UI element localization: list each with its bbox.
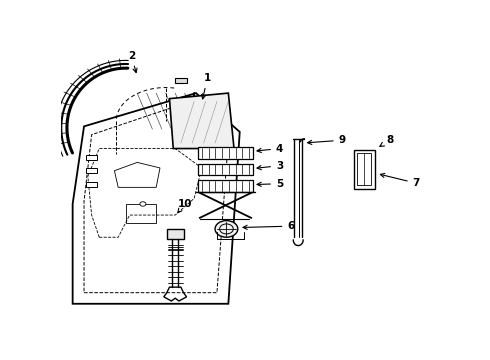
Text: 1: 1 bbox=[201, 73, 211, 99]
Text: 5: 5 bbox=[257, 179, 283, 189]
Polygon shape bbox=[170, 93, 234, 149]
Circle shape bbox=[215, 221, 238, 237]
Text: 8: 8 bbox=[380, 135, 393, 147]
FancyBboxPatch shape bbox=[86, 183, 97, 187]
Polygon shape bbox=[198, 147, 253, 158]
Text: 4: 4 bbox=[257, 144, 283, 153]
Text: 3: 3 bbox=[257, 161, 283, 171]
Circle shape bbox=[140, 202, 146, 206]
Text: 7: 7 bbox=[380, 174, 420, 188]
Text: 10: 10 bbox=[177, 199, 192, 213]
Text: 6: 6 bbox=[243, 221, 294, 231]
FancyBboxPatch shape bbox=[86, 168, 97, 174]
Text: 9: 9 bbox=[308, 135, 346, 145]
Polygon shape bbox=[167, 229, 184, 239]
Polygon shape bbox=[198, 163, 253, 175]
Polygon shape bbox=[175, 78, 187, 84]
FancyBboxPatch shape bbox=[86, 155, 97, 159]
Text: 2: 2 bbox=[128, 51, 137, 73]
Polygon shape bbox=[198, 180, 253, 192]
